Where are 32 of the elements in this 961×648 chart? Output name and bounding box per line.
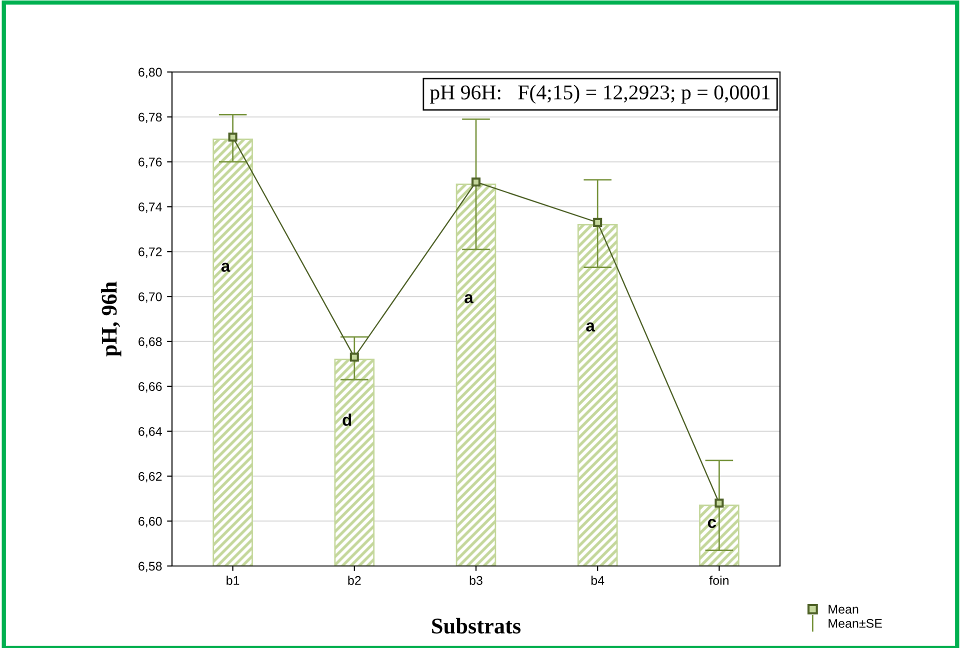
annotation: d [342,414,352,426]
legend-label: Mean [828,604,858,614]
x-tick-label: b4 [591,576,604,585]
x-tick-label: foin [709,576,728,585]
point [593,218,602,227]
y-tick-label: 6,80 [138,68,162,78]
x-axis-title: Substrats [432,618,521,634]
annotation: c [708,518,716,528]
y-tick-label: 6,58 [138,562,162,572]
y-tick-label: 6,76 [138,158,162,168]
y-axis-title: pH, 96h [101,282,122,356]
y-tick-label: 6,70 [138,292,162,303]
point [714,498,724,508]
y-tick-label: 6,74 [138,202,162,213]
annotation: a [221,262,230,272]
x-tick-label: b1 [226,576,240,585]
annotation: pH 96H: F(4;15) = 12,2923; p = 0,0001 [430,84,770,104]
x-tick-label: b3 [470,576,482,585]
y-tick-label: 6,60 [138,516,162,528]
y-tick-label: 6,78 [138,112,162,124]
y-tick-label: 6,72 [138,247,162,258]
y-tick-label: 6,68 [138,337,162,348]
text: Mean±SE [828,618,882,628]
annotation: a [464,294,474,304]
point [350,352,359,362]
annotation: a [586,322,596,332]
x-tick-label: b2 [348,576,361,585]
y-tick-label: 6,66 [138,382,162,392]
point [471,178,481,187]
y-tick-label: 6,64 [138,427,162,438]
y-tick-label: 6,62 [138,472,162,482]
point [228,132,238,142]
